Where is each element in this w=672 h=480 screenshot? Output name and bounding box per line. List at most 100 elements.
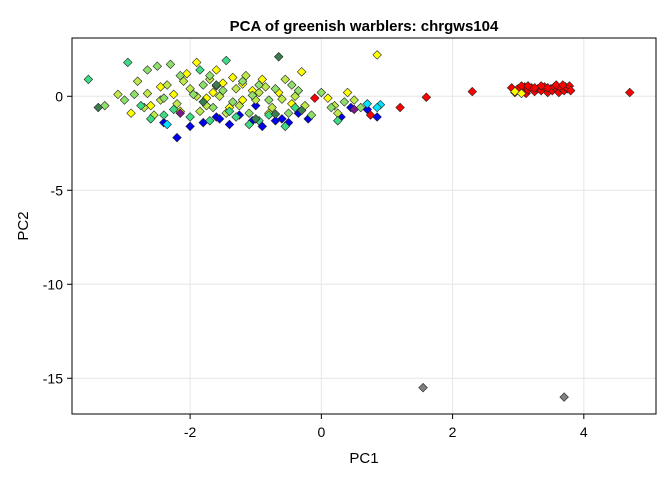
data-point-lightgreen bbox=[254, 80, 264, 90]
data-point-red bbox=[421, 92, 432, 102]
x-tick-label: 4 bbox=[580, 424, 588, 440]
data-point-gray bbox=[559, 392, 569, 402]
data-point-purple bbox=[349, 104, 359, 115]
data-point-aquagreen bbox=[221, 55, 231, 66]
data-point-yellowgreen bbox=[234, 100, 245, 111]
data-point-lightgreen bbox=[339, 97, 350, 107]
data-point-aquagreen bbox=[231, 112, 241, 122]
data-point-purple bbox=[175, 108, 185, 118]
data-point-yellow bbox=[168, 89, 179, 100]
data-point-lightgreen bbox=[218, 85, 228, 96]
data-point-darkgreen bbox=[251, 114, 261, 124]
data-point-aquagreen bbox=[146, 114, 156, 124]
data-point-yellowgreen bbox=[162, 80, 172, 90]
data-point-lightgreen bbox=[208, 102, 218, 113]
data-point-yellow bbox=[372, 50, 382, 60]
data-point-blue bbox=[172, 132, 182, 143]
axis-ticks: -2 0 2 4 0 -5 -10 -15 bbox=[43, 88, 588, 440]
data-point-lightgreen bbox=[264, 95, 274, 105]
data-point-yellowgreen bbox=[280, 74, 290, 85]
data-point-red bbox=[625, 87, 635, 98]
data-point-red bbox=[310, 93, 320, 103]
data-point-aquagreen bbox=[123, 57, 133, 68]
data-point-blue bbox=[214, 114, 225, 124]
data-point-aquagreen bbox=[333, 115, 343, 126]
data-point-yellow bbox=[211, 65, 222, 75]
data-point-yellowgreen bbox=[142, 88, 153, 99]
x-tick-label: 2 bbox=[449, 424, 457, 440]
data-point-lightgreen bbox=[283, 108, 294, 118]
data-point-darkgreen bbox=[198, 97, 208, 107]
data-point-red bbox=[543, 83, 553, 93]
data-point-lightgreen bbox=[316, 87, 327, 98]
data-point-lightgreen bbox=[326, 102, 336, 113]
data-point-aquagreen bbox=[185, 112, 195, 122]
data-point-cyan bbox=[372, 102, 382, 113]
y-tick-label: -15 bbox=[43, 370, 63, 386]
data-point-lightgreen bbox=[228, 97, 238, 107]
data-point-yellowgreen bbox=[113, 89, 123, 100]
chart-title: PCA of greenish warblers: chrgws104 bbox=[230, 18, 499, 35]
data-point-yellowgreen bbox=[267, 102, 277, 113]
data-point-red bbox=[523, 81, 533, 91]
data-point-lightgreen bbox=[142, 65, 153, 75]
data-point-darkgreen bbox=[211, 80, 222, 90]
grid-lines bbox=[72, 38, 656, 414]
data-point-lightgreen bbox=[287, 80, 297, 90]
data-point-cyan bbox=[162, 119, 172, 130]
data-point-aquagreen bbox=[168, 104, 179, 115]
data-point-yellow bbox=[342, 87, 353, 98]
data-point-lightgreen bbox=[244, 108, 254, 118]
data-point-darkgreen bbox=[273, 52, 284, 62]
data-point-lightgreen bbox=[129, 89, 140, 100]
x-tick-label: 0 bbox=[317, 424, 325, 440]
data-point-yellow bbox=[323, 93, 333, 103]
data-point-aquagreen bbox=[136, 100, 146, 111]
data-point-lightgreen bbox=[247, 90, 258, 101]
data-point-red bbox=[565, 85, 576, 96]
data-point-yellowgreen bbox=[132, 76, 143, 86]
data-point-red bbox=[551, 80, 561, 90]
data-point-aquagreen bbox=[195, 65, 205, 75]
data-point-lightgreen bbox=[306, 110, 317, 120]
data-point-darkgreen bbox=[270, 109, 281, 119]
data-point-aquagreen bbox=[280, 121, 290, 132]
data-point-yellowgreen bbox=[195, 106, 205, 117]
data-point-gray bbox=[418, 382, 428, 393]
data-point-blue bbox=[251, 100, 261, 111]
data-point-blue bbox=[224, 119, 235, 130]
data-point-lightgreen bbox=[165, 59, 176, 70]
x-tick-label: -2 bbox=[184, 424, 197, 440]
data-point-yellowgreen bbox=[254, 87, 264, 98]
data-point-cyan bbox=[362, 99, 373, 109]
data-point-blue bbox=[185, 121, 195, 132]
y-axis-label: PC2 bbox=[15, 211, 32, 240]
data-point-lightgreen bbox=[237, 76, 248, 86]
x-axis-label: PC1 bbox=[349, 450, 378, 467]
y-tick-label: 0 bbox=[55, 88, 63, 104]
data-point-yellowgreen bbox=[277, 94, 287, 104]
y-tick-label: -10 bbox=[43, 276, 63, 292]
data-point-red bbox=[558, 80, 568, 90]
plot-frame bbox=[71, 37, 657, 415]
y-tick-label: -5 bbox=[51, 182, 64, 198]
data-point-blue bbox=[372, 112, 382, 122]
data-point-lightgreen bbox=[152, 61, 163, 71]
data-point-yellow bbox=[191, 57, 202, 68]
data-point-lightgreen bbox=[159, 93, 169, 103]
data-point-red bbox=[467, 86, 477, 97]
data-point-yellow bbox=[208, 87, 218, 98]
data-point-lightgreen bbox=[119, 95, 130, 105]
data-point-red bbox=[395, 102, 405, 113]
data-point-yellow bbox=[228, 72, 238, 83]
data-point-lightgreen bbox=[198, 80, 208, 90]
data-point-lightgreen bbox=[175, 70, 185, 81]
data-point-lightgreen bbox=[205, 70, 215, 81]
data-points bbox=[83, 50, 635, 402]
data-point-blue bbox=[277, 114, 287, 124]
data-point-aquagreen bbox=[159, 110, 169, 120]
data-point-lightgreen bbox=[270, 84, 281, 94]
data-point-aquagreen bbox=[224, 106, 235, 117]
data-point-lightgreen bbox=[188, 89, 199, 100]
